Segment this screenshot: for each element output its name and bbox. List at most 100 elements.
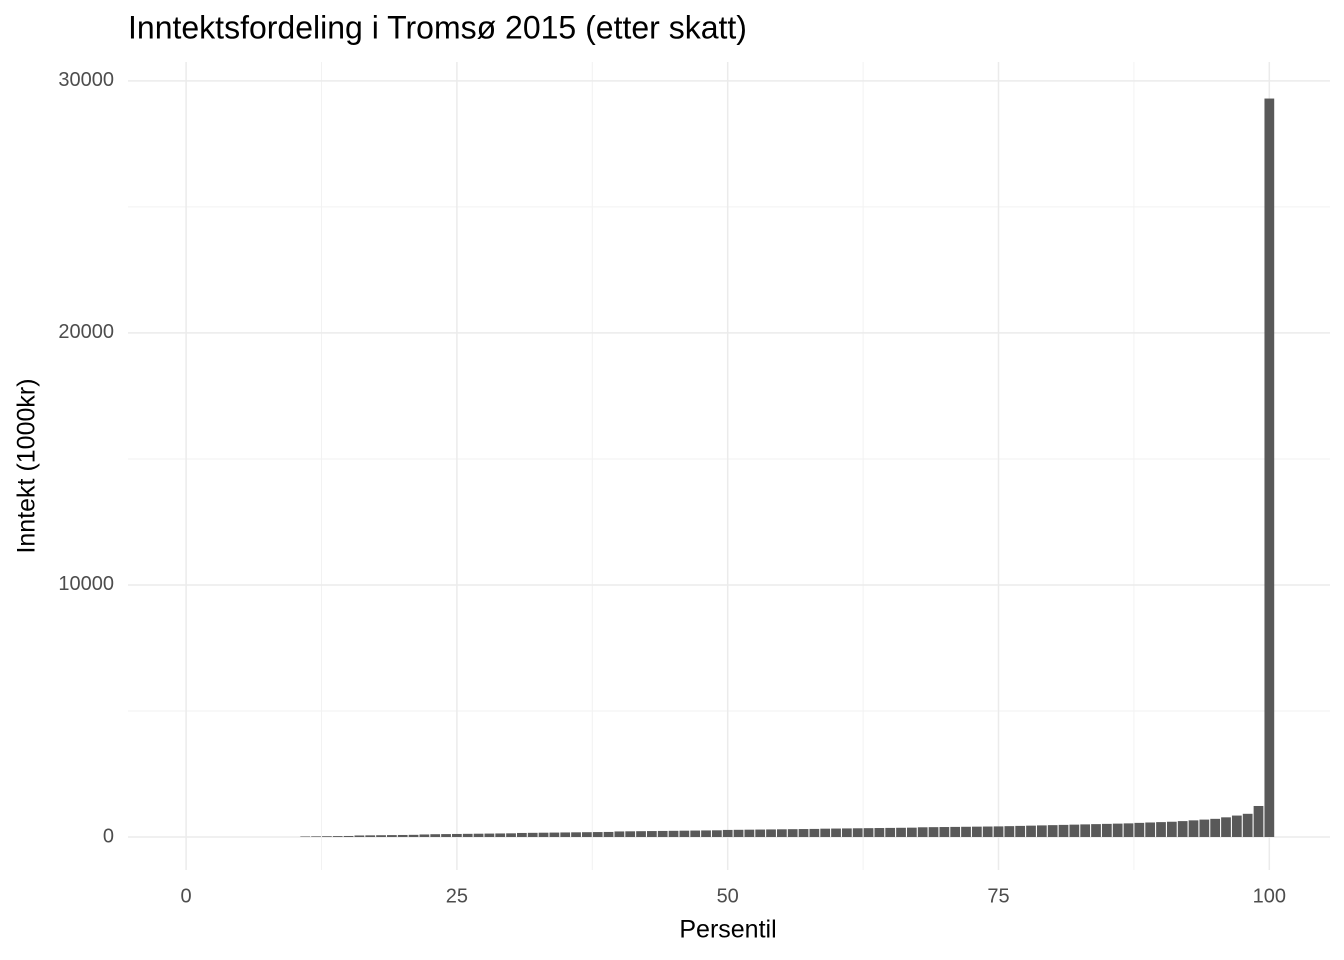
bar — [311, 836, 321, 837]
y-tick-label: 20000 — [58, 321, 114, 343]
bar — [441, 834, 451, 837]
bar — [560, 832, 571, 837]
bar — [1177, 821, 1188, 837]
bar — [1242, 813, 1253, 837]
bar — [657, 830, 668, 837]
bar — [1101, 823, 1112, 837]
bar — [365, 835, 376, 837]
bar — [1253, 805, 1264, 837]
bar — [1091, 824, 1101, 837]
bar — [744, 829, 755, 837]
bar — [1188, 820, 1199, 837]
bar — [376, 835, 386, 837]
bar — [885, 827, 896, 837]
bar — [419, 834, 430, 837]
bar — [668, 830, 679, 837]
bar — [495, 833, 506, 837]
bar — [679, 830, 690, 837]
y-axis-label: Inntekt (1000kr) — [13, 378, 41, 553]
bar — [1231, 815, 1242, 837]
bar — [1210, 818, 1221, 837]
x-tick-label: 50 — [717, 885, 739, 907]
bar — [1069, 824, 1080, 837]
x-axis-label: Persentil — [679, 916, 776, 944]
bar — [1036, 825, 1047, 837]
bar — [603, 831, 614, 837]
bar — [690, 830, 701, 837]
x-tick-label: 100 — [1253, 885, 1286, 907]
bar — [1026, 825, 1036, 837]
bar — [787, 829, 798, 837]
y-tick-label: 0 — [103, 825, 114, 847]
bar — [711, 830, 722, 837]
bar — [917, 827, 928, 837]
bar — [766, 829, 776, 837]
bar — [776, 829, 787, 837]
bar — [1264, 98, 1275, 837]
bar — [300, 836, 311, 837]
bar — [636, 831, 646, 837]
bar — [1004, 826, 1015, 837]
bar — [1166, 821, 1177, 837]
bar — [430, 834, 441, 837]
bar — [831, 828, 841, 837]
bar — [1047, 825, 1058, 837]
bar — [971, 826, 982, 837]
bar — [1199, 819, 1210, 837]
bar — [549, 832, 560, 837]
bar — [863, 828, 874, 837]
bar — [322, 836, 332, 837]
bar — [1123, 823, 1134, 837]
bar — [387, 835, 397, 837]
bar — [755, 829, 766, 837]
bar — [473, 833, 484, 837]
bar — [733, 829, 744, 837]
bar — [993, 826, 1004, 837]
bar — [1134, 822, 1145, 837]
bar — [517, 832, 527, 837]
y-tick-label: 30000 — [58, 69, 114, 91]
bar — [1145, 822, 1156, 837]
y-tick-label: 10000 — [58, 573, 114, 595]
bar — [581, 832, 592, 837]
bar — [462, 833, 473, 837]
bar — [896, 827, 906, 837]
bar — [1112, 823, 1123, 837]
bar — [343, 835, 354, 837]
bar — [961, 826, 971, 837]
x-tick-label: 75 — [987, 885, 1009, 907]
bar — [809, 828, 820, 837]
bar — [408, 834, 419, 837]
bar — [939, 827, 950, 837]
bar — [538, 832, 549, 837]
bar — [820, 828, 831, 837]
bar — [1058, 824, 1069, 837]
x-tick-label: 0 — [181, 885, 192, 907]
x-tick-label: 25 — [446, 885, 468, 907]
bar — [1156, 822, 1166, 837]
bar — [625, 831, 636, 837]
bar — [452, 833, 462, 837]
bar — [722, 829, 733, 837]
bar — [506, 833, 516, 837]
bar — [646, 831, 657, 837]
bar — [592, 832, 603, 837]
bar — [527, 832, 538, 837]
bar — [852, 828, 863, 837]
bar — [906, 827, 917, 837]
bar — [354, 835, 365, 837]
bar — [701, 830, 711, 837]
bar — [484, 833, 495, 837]
bar — [571, 832, 581, 837]
bar — [1015, 825, 1026, 837]
chart-title: Inntektsfordeling i Tromsø 2015 (etter s… — [128, 9, 747, 45]
bar — [397, 834, 408, 837]
bar — [332, 836, 343, 837]
bar — [928, 827, 939, 837]
bar — [1080, 824, 1091, 837]
bar — [841, 828, 852, 837]
bar — [614, 831, 625, 837]
bar — [874, 828, 885, 837]
bar — [982, 826, 993, 837]
